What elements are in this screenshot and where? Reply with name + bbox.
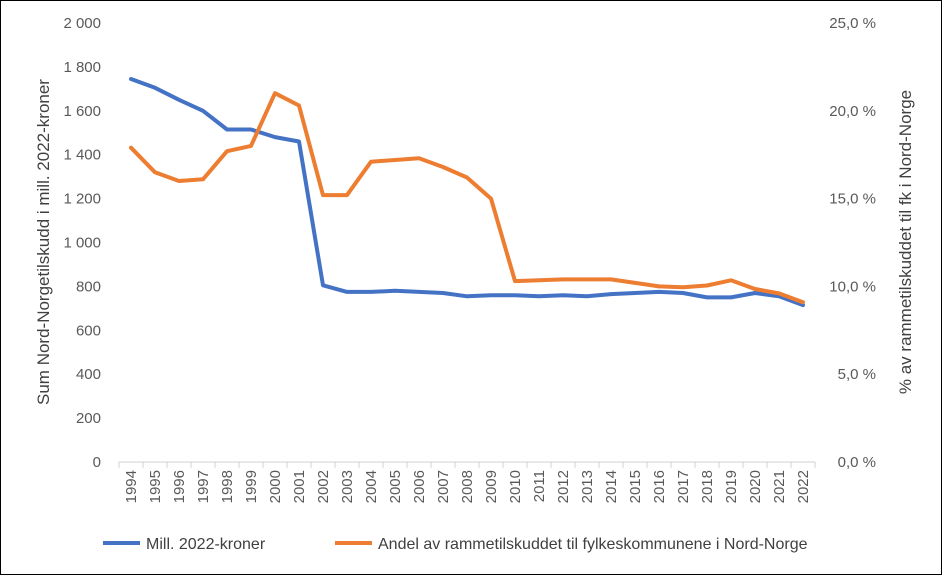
x-tick-label: 2021: [771, 470, 788, 503]
left-y-tick-label: 1 000: [63, 235, 101, 252]
x-tick-labels: 1994 1995 1996 1997 1998 1999 2000 2001 2002 2003…: [118, 462, 816, 503]
x-tick-label: 2000: [267, 470, 284, 503]
left-y-tick-label: 2 000: [63, 15, 101, 32]
x-tick-label: 2001: [291, 470, 308, 503]
left-y-tick-labels: 0 200 400 600 800 1 000 1 200 1 400 1 600 1 800 2 …: [63, 15, 101, 471]
series-line-mill-kroner: [129, 77, 805, 308]
x-tick-label: 2007: [435, 470, 452, 503]
x-tick-label: 2004: [363, 470, 380, 503]
x-tick-label: 2003: [339, 470, 356, 503]
x-tick-label: 2010: [507, 470, 524, 503]
x-tick-label: 2012: [555, 470, 572, 503]
series-line-andel: [129, 91, 805, 305]
left-y-tick-label: 400: [76, 366, 101, 383]
x-tick-label: 2018: [699, 470, 716, 503]
right-y-tick-label: 25,0 %: [829, 15, 876, 32]
right-y-tick-labels: 0,0 % 5,0 % 10,0 % 15,0 % 20,0 % 25,0 %: [829, 15, 876, 471]
left-y-tick-label: 600: [76, 322, 101, 339]
x-tick-label: 2006: [411, 470, 428, 503]
x-tick-label: 2009: [483, 470, 500, 503]
right-y-tick-label: 5,0 %: [838, 366, 876, 383]
left-y-tick-label: 1 800: [63, 59, 101, 76]
right-y-tick-label: 15,0 %: [829, 191, 876, 208]
left-y-tick-label: 1 200: [63, 191, 101, 208]
x-tick-label: 2008: [459, 470, 476, 503]
x-tick-label: 1995: [147, 470, 164, 503]
x-tick-label: 1994: [123, 470, 140, 503]
right-y-axis-title: % av rammetilskuddet til fk i Nord-Norge: [896, 90, 915, 394]
x-tick-label: 2015: [627, 470, 644, 503]
series-layer: [129, 77, 805, 308]
left-y-tick-label: 1 400: [63, 147, 101, 164]
x-tick-label: 2014: [603, 470, 620, 503]
x-tick-label: 2002: [315, 470, 332, 503]
left-y-tick-label: 800: [76, 278, 101, 295]
x-tick-label: 2005: [387, 470, 404, 503]
x-tick-label: 2017: [675, 470, 692, 503]
x-tick-label: 2019: [723, 470, 740, 503]
x-tick-label: 1997: [195, 470, 212, 503]
x-tick-label: 1996: [171, 470, 188, 503]
x-tick-label: 2013: [579, 470, 596, 503]
x-tick-label: 2020: [747, 470, 764, 503]
legend-label-andel: Andel av rammetilskuddet til fylkeskommu…: [378, 536, 808, 553]
right-y-tick-label: 10,0 %: [829, 278, 876, 295]
legend: Mill. 2022-kroner Andel av rammetilskudd…: [103, 536, 808, 553]
x-tick-label: 1998: [219, 470, 236, 503]
left-y-tick-label: 200: [76, 410, 101, 427]
x-tick-label: 2016: [651, 470, 668, 503]
right-y-tick-label: 20,0 %: [829, 103, 876, 120]
legend-label-mill-kroner: Mill. 2022-kroner: [146, 536, 266, 553]
x-tick-label: 2022: [795, 470, 812, 503]
right-y-tick-label: 0,0 %: [838, 454, 876, 471]
left-y-axis-title: Sum Nord-Norgetilskudd i mill. 2022-kron…: [34, 79, 53, 405]
x-tick-label: 2011: [531, 470, 548, 502]
left-y-tick-label: 1 600: [63, 103, 101, 120]
x-tick-label: 1999: [243, 470, 260, 503]
left-y-tick-label: 0: [93, 454, 101, 471]
